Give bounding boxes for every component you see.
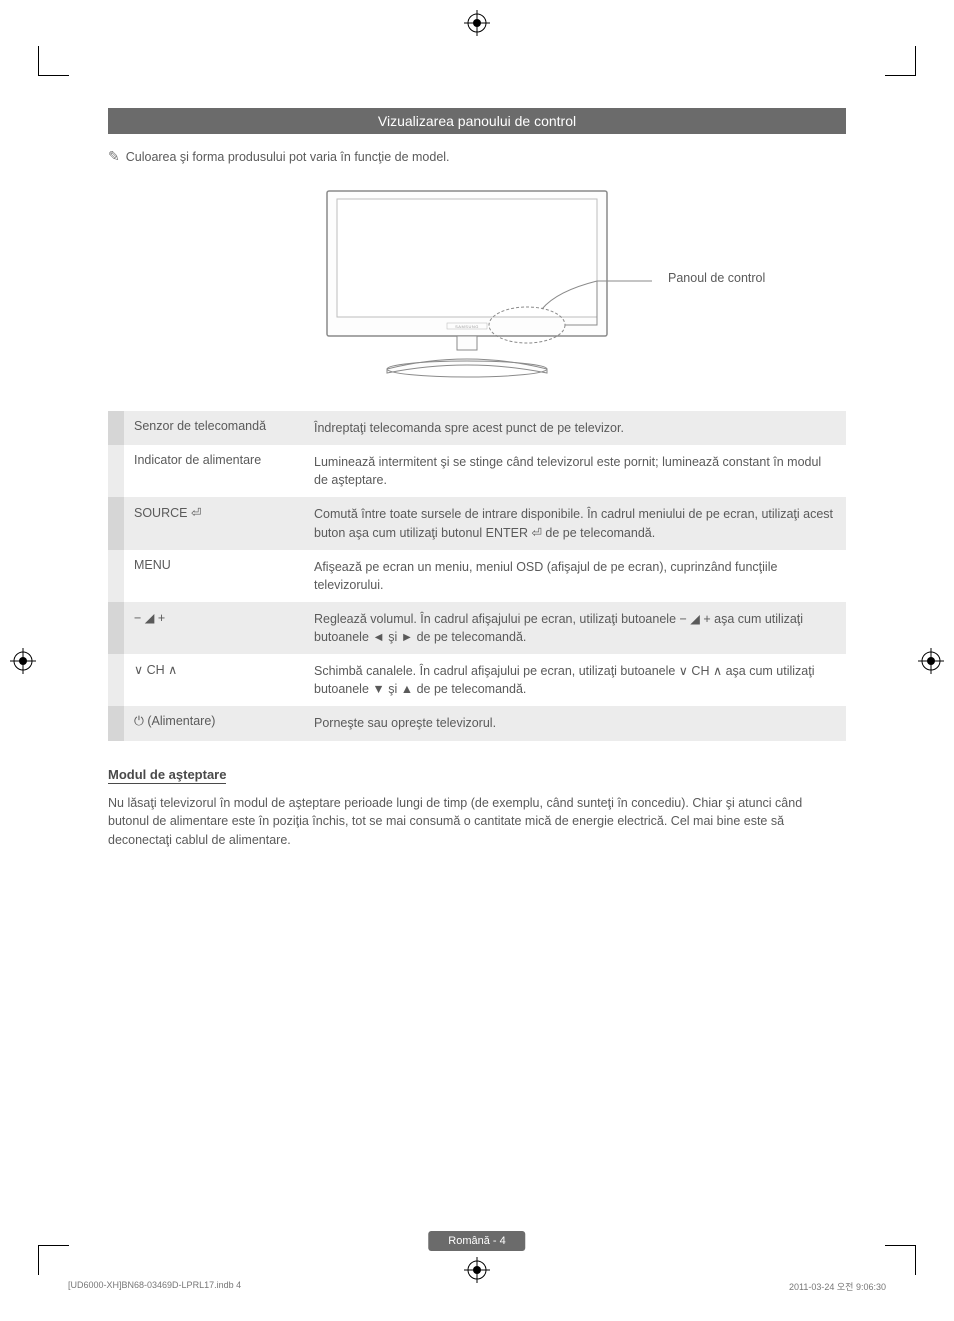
footer-page-badge: Română - 4 (428, 1231, 525, 1251)
standby-text: Nu lăsaţi televizorul în modul de aştept… (108, 794, 846, 850)
row-value: Comută între toate sursele de intrare di… (304, 497, 846, 549)
print-footer-left: [UD6000-XH]BN68-03469D-LPRL17.indb 4 (68, 1280, 241, 1293)
row-key: SOURCE ⏎ (124, 497, 304, 549)
print-footer: [UD6000-XH]BN68-03469D-LPRL17.indb 4 201… (68, 1280, 886, 1293)
row-value: Porneşte sau opreşte televizorul. (304, 706, 846, 740)
spec-table: Senzor de telecomandăÎndreptaţi telecoma… (108, 411, 846, 741)
crop-mark-tr (896, 46, 916, 76)
row-stub (108, 550, 124, 602)
row-stub (108, 602, 124, 654)
row-stub (108, 445, 124, 497)
row-key: − ◢ + (124, 602, 304, 654)
row-value: Afişează pe ecran un meniu, meniul OSD (… (304, 550, 846, 602)
note-icon: ✎ (108, 148, 120, 165)
table-row: ∨ CH ∧Schimbă canalele. În cadrul afişaj… (108, 654, 846, 706)
note-text: Culoarea şi forma produsului pot varia î… (126, 150, 450, 164)
spec-table-body: Senzor de telecomandăÎndreptaţi telecoma… (108, 411, 846, 741)
table-row: SOURCE ⏎Comută între toate sursele de in… (108, 497, 846, 549)
crop-mark-tl (38, 46, 58, 76)
note-line: ✎ Culoarea şi forma produsului pot varia… (108, 148, 846, 165)
print-footer-right: 2011-03-24 오전 9:06:30 (789, 1280, 886, 1293)
svg-text:SAMSUNG: SAMSUNG (455, 324, 479, 329)
table-row: Indicator de alimentareLuminează intermi… (108, 445, 846, 497)
row-key: ∨ CH ∧ (124, 654, 304, 706)
row-key: Indicator de alimentare (124, 445, 304, 497)
table-row: ⏻ (Alimentare)Porneşte sau opreşte telev… (108, 706, 846, 740)
row-key: ⏻ (Alimentare) (124, 706, 304, 740)
registration-mark-left (10, 648, 36, 674)
row-stub (108, 706, 124, 740)
registration-mark-right (918, 648, 944, 674)
table-row: − ◢ +Reglează volumul. În cadrul afişaju… (108, 602, 846, 654)
row-stub (108, 497, 124, 549)
section-title-bar: Vizualizarea panoului de control (108, 108, 846, 134)
page-content: Vizualizarea panoului de control ✎ Culoa… (108, 108, 846, 850)
row-value: Reglează volumul. În cadrul afişajului p… (304, 602, 846, 654)
row-stub (108, 654, 124, 706)
row-key: MENU (124, 550, 304, 602)
panel-label: Panoul de control (668, 271, 765, 285)
tv-figure: SAMSUNG Panoul de control (108, 181, 846, 391)
crop-mark-bl (38, 1245, 58, 1275)
table-row: MENUAfişează pe ecran un meniu, meniul O… (108, 550, 846, 602)
row-key: Senzor de telecomandă (124, 411, 304, 445)
registration-mark-top (464, 10, 490, 36)
row-value: Schimbă canalele. În cadrul afişajului p… (304, 654, 846, 706)
crop-mark-br (896, 1245, 916, 1275)
table-row: Senzor de telecomandăÎndreptaţi telecoma… (108, 411, 846, 445)
row-value: Îndreptaţi telecomanda spre acest punct … (304, 411, 846, 445)
row-value: Luminează intermitent şi se stinge când … (304, 445, 846, 497)
row-stub (108, 411, 124, 445)
standby-heading: Modul de aşteptare (108, 767, 226, 784)
